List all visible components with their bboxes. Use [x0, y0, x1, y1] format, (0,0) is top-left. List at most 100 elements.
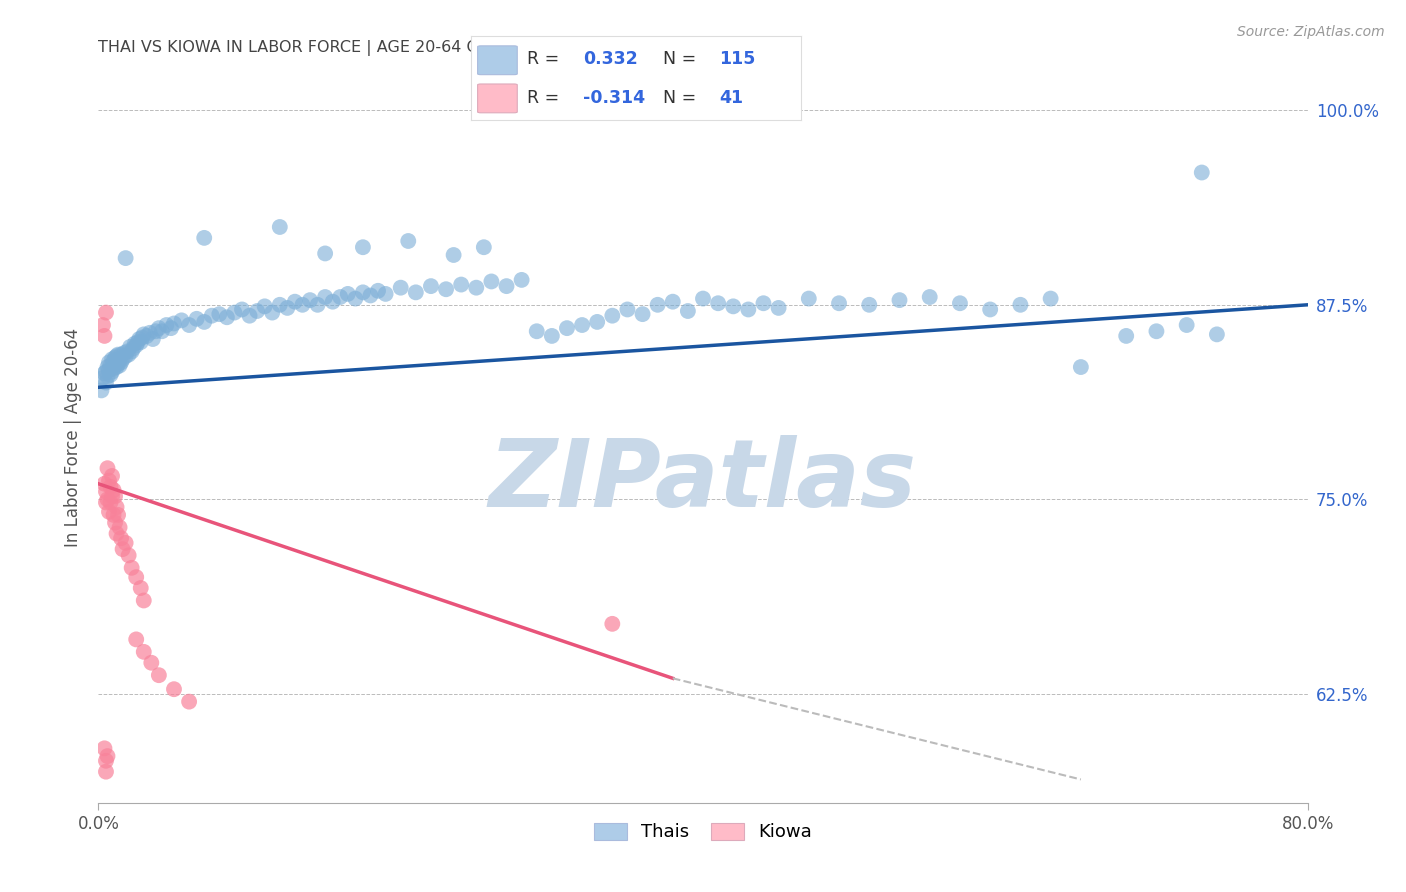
Point [231, 302, 253, 317]
Point [1175, 318, 1198, 332]
Point [450, 277, 472, 292]
Point [420, 279, 443, 293]
Point [105, 500, 128, 515]
Point [571, 318, 593, 332]
Point [110, 531, 132, 545]
Point [105, 359, 128, 374]
Text: THAI VS KIOWA IN LABOR FORCE | AGE 20-64 CORRELATION CHART: THAI VS KIOWA IN LABOR FORCE | AGE 20-64… [98, 40, 640, 56]
Point [555, 321, 578, 335]
Point [889, 293, 911, 307]
Point [108, 352, 131, 367]
Point [374, 286, 396, 301]
Point [510, 273, 533, 287]
Point [540, 329, 562, 343]
Point [495, 279, 517, 293]
Point [322, 294, 344, 309]
Point [110, 355, 132, 369]
Point [124, 336, 146, 351]
Point [105, 349, 128, 363]
Point [103, 361, 125, 376]
Text: 115: 115 [718, 51, 755, 69]
Point [93, 329, 115, 343]
Point [262, 305, 284, 319]
Point [91, 318, 114, 332]
Point [148, 668, 170, 682]
Point [114, 536, 136, 550]
Point [352, 240, 374, 254]
Point [125, 632, 148, 647]
Point [100, 368, 122, 382]
Point [193, 315, 215, 329]
Point [105, 526, 128, 541]
Point [723, 299, 745, 313]
Point [104, 489, 127, 503]
Point [150, 324, 173, 338]
Point [360, 288, 382, 302]
Point [111, 352, 134, 367]
Point [121, 344, 143, 359]
Point [96, 492, 118, 507]
Point [103, 483, 125, 497]
Point [737, 302, 759, 317]
Point [129, 335, 152, 350]
Point [239, 309, 262, 323]
Point [269, 298, 291, 312]
Point [103, 354, 125, 368]
Point [101, 469, 124, 483]
Point [118, 348, 141, 362]
Point [314, 246, 336, 260]
Point [122, 342, 145, 356]
Point [96, 749, 118, 764]
Point [1115, 329, 1137, 343]
Point [90, 384, 112, 398]
Point [94, 365, 117, 379]
Point [132, 645, 155, 659]
Point [118, 549, 141, 563]
Point [443, 248, 465, 262]
Point [163, 682, 186, 697]
Point [1039, 292, 1062, 306]
Point [125, 338, 148, 352]
Point [344, 292, 367, 306]
Point [193, 231, 215, 245]
Point [616, 302, 638, 317]
Point [163, 317, 186, 331]
Point [128, 332, 150, 346]
Point [1191, 165, 1213, 179]
Point [104, 359, 127, 373]
Point [104, 516, 127, 530]
Point [299, 293, 322, 307]
Point [602, 309, 624, 323]
Point [94, 376, 117, 390]
Point [115, 344, 138, 359]
Point [396, 234, 419, 248]
Point [148, 321, 170, 335]
Point [127, 335, 149, 350]
Point [107, 508, 129, 522]
Point [472, 240, 495, 254]
Point [160, 321, 183, 335]
Point [141, 656, 163, 670]
Point [465, 281, 488, 295]
Point [336, 286, 359, 301]
Point [676, 304, 699, 318]
Point [112, 346, 135, 360]
Legend: Thais, Kiowa: Thais, Kiowa [588, 815, 818, 848]
Point [94, 495, 117, 509]
Point [98, 474, 121, 488]
Point [586, 315, 609, 329]
Point [114, 349, 136, 363]
Point [114, 251, 136, 265]
Point [125, 570, 148, 584]
Point [1206, 327, 1229, 342]
Point [101, 365, 124, 379]
Point [111, 542, 134, 557]
Point [145, 324, 167, 338]
Point [752, 296, 775, 310]
Point [253, 299, 276, 313]
Point [918, 290, 941, 304]
Point [101, 489, 124, 503]
Point [631, 307, 654, 321]
Point [131, 330, 153, 344]
Point [94, 764, 117, 779]
